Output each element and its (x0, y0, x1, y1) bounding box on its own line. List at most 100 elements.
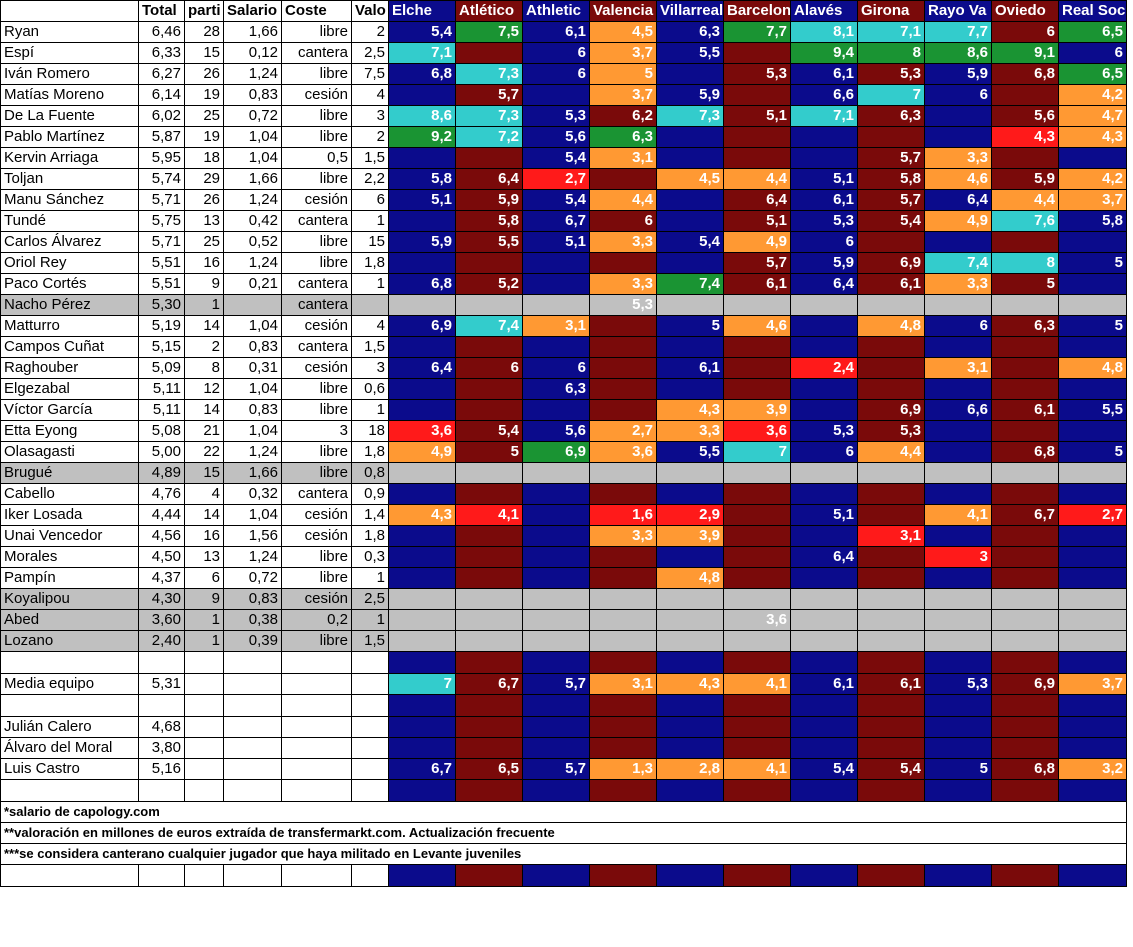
player-valor[interactable]: 1,5 (351, 147, 389, 169)
player-name[interactable]: Carlos Álvarez (0, 231, 139, 253)
rating-cell[interactable]: 5 (455, 441, 523, 463)
coach-rating[interactable]: 6,7 (388, 758, 456, 780)
rating-cell[interactable]: 6,2 (589, 105, 657, 127)
rating-cell[interactable]: 6,6 (790, 84, 858, 106)
player-total[interactable]: 5,74 (138, 168, 185, 190)
player-total[interactable]: 2,40 (138, 630, 185, 652)
player-coste[interactable]: cesión (281, 525, 352, 547)
empty-cell[interactable] (223, 716, 282, 738)
rating-cell[interactable] (991, 546, 1059, 568)
rating-cell[interactable] (656, 462, 724, 484)
player-name[interactable]: Olasagasti (0, 441, 139, 463)
rating-cell[interactable] (455, 546, 523, 568)
empty-cell[interactable] (723, 864, 791, 887)
rating-cell[interactable] (522, 483, 590, 505)
player-partidos[interactable]: 9 (184, 273, 224, 295)
rating-cell[interactable] (656, 630, 724, 652)
player-valor[interactable]: 0,6 (351, 378, 389, 400)
rating-cell[interactable] (723, 567, 791, 589)
player-salario[interactable] (223, 294, 282, 316)
header-team[interactable]: Athletic (522, 0, 590, 22)
rating-cell[interactable]: 4,2 (1058, 84, 1127, 106)
rating-cell[interactable]: 6,7 (991, 504, 1059, 526)
rating-cell[interactable]: 5 (1058, 252, 1127, 274)
rating-cell[interactable]: 6,5 (1058, 63, 1127, 85)
player-valor[interactable]: 0,3 (351, 546, 389, 568)
rating-cell[interactable] (388, 84, 456, 106)
rating-cell[interactable] (589, 630, 657, 652)
rating-cell[interactable]: 6,1 (522, 21, 590, 43)
rating-cell[interactable] (790, 588, 858, 610)
rating-cell[interactable] (790, 315, 858, 337)
empty-cell[interactable] (138, 694, 185, 717)
rating-cell[interactable]: 8,6 (388, 105, 456, 127)
empty-cell[interactable] (857, 779, 925, 802)
player-coste[interactable]: 0,5 (281, 147, 352, 169)
player-total[interactable]: 4,76 (138, 483, 185, 505)
rating-cell[interactable]: 7,3 (455, 63, 523, 85)
rating-cell[interactable]: 5,4 (388, 21, 456, 43)
empty-cell[interactable] (184, 694, 224, 717)
rating-cell[interactable] (857, 231, 925, 253)
rating-cell[interactable] (991, 567, 1059, 589)
empty-cell[interactable] (455, 716, 523, 738)
player-total[interactable]: 5,19 (138, 315, 185, 337)
player-valor[interactable]: 2 (351, 21, 389, 43)
player-valor[interactable]: 1,8 (351, 525, 389, 547)
coach-rating[interactable]: 5,7 (522, 758, 590, 780)
empty-cell[interactable] (388, 651, 456, 674)
rating-cell[interactable] (388, 378, 456, 400)
rating-cell[interactable]: 3,6 (723, 609, 791, 631)
rating-cell[interactable]: 9,4 (790, 42, 858, 64)
rating-cell[interactable]: 4,6 (723, 315, 791, 337)
rating-cell[interactable]: 3,3 (924, 147, 992, 169)
player-name[interactable]: Lozano (0, 630, 139, 652)
rating-cell[interactable] (455, 567, 523, 589)
rating-cell[interactable] (589, 567, 657, 589)
player-coste[interactable]: 3 (281, 420, 352, 442)
player-name[interactable]: Abed (0, 609, 139, 631)
player-name[interactable]: Pampín (0, 567, 139, 589)
rating-cell[interactable] (924, 420, 992, 442)
player-salario[interactable]: 1,24 (223, 189, 282, 211)
empty-cell[interactable] (0, 864, 139, 887)
rating-cell[interactable]: 4,1 (924, 504, 992, 526)
rating-cell[interactable] (388, 567, 456, 589)
rating-cell[interactable]: 6,3 (656, 21, 724, 43)
player-coste[interactable]: libre (281, 231, 352, 253)
player-valor[interactable]: 15 (351, 231, 389, 253)
player-coste[interactable]: cesión (281, 588, 352, 610)
player-total[interactable]: 5,09 (138, 357, 185, 379)
rating-cell[interactable]: 2,4 (790, 357, 858, 379)
coach-rating[interactable]: 5,4 (857, 758, 925, 780)
media-rating[interactable]: 5,7 (522, 673, 590, 695)
rating-cell[interactable]: 5,6 (991, 105, 1059, 127)
player-coste[interactable]: cantera (281, 42, 352, 64)
rating-cell[interactable] (455, 399, 523, 421)
rating-cell[interactable]: 6,3 (857, 105, 925, 127)
player-valor[interactable]: 3 (351, 105, 389, 127)
player-partidos[interactable]: 1 (184, 630, 224, 652)
rating-cell[interactable]: 6 (1058, 42, 1127, 64)
player-partidos[interactable]: 15 (184, 462, 224, 484)
rating-cell[interactable]: 4,5 (656, 168, 724, 190)
rating-cell[interactable] (924, 441, 992, 463)
rating-cell[interactable]: 5,1 (388, 189, 456, 211)
rating-cell[interactable]: 5,1 (723, 210, 791, 232)
rating-cell[interactable] (388, 462, 456, 484)
player-partidos[interactable]: 14 (184, 504, 224, 526)
rating-cell[interactable]: 4,3 (388, 504, 456, 526)
rating-cell[interactable] (388, 609, 456, 631)
player-valor[interactable]: 2,2 (351, 168, 389, 190)
rating-cell[interactable] (388, 630, 456, 652)
rating-cell[interactable] (656, 189, 724, 211)
rating-cell[interactable]: 5,6 (522, 126, 590, 148)
player-coste[interactable]: libre (281, 21, 352, 43)
empty-cell[interactable] (991, 779, 1059, 802)
empty-cell[interactable] (281, 864, 352, 887)
empty-cell[interactable] (589, 864, 657, 887)
player-total[interactable]: 5,75 (138, 210, 185, 232)
empty-cell[interactable] (138, 651, 185, 674)
rating-cell[interactable]: 4,6 (924, 168, 992, 190)
rating-cell[interactable]: 3,9 (723, 399, 791, 421)
